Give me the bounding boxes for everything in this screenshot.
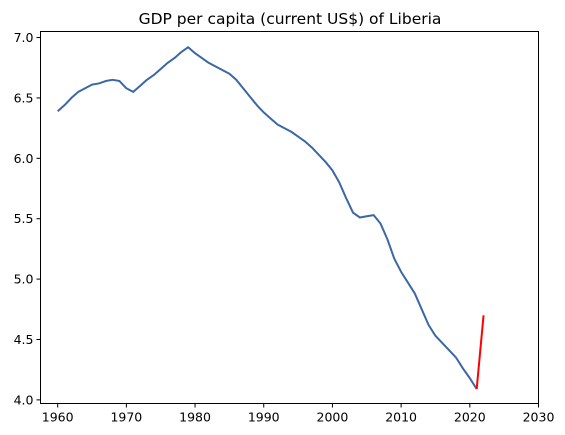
x-tick-label: 2020: [454, 410, 486, 425]
series-line-latest: [475, 315, 485, 390]
y-tick-label: 6.0: [14, 151, 34, 166]
y-tick-label: 5.5: [14, 211, 34, 226]
x-tick-label: 1980: [179, 410, 211, 425]
x-tick-label: 1960: [42, 410, 74, 425]
x-tick-label: 1990: [248, 410, 280, 425]
series-line-historical: [57, 46, 478, 390]
chart-title: GDP per capita (current US$) of Liberia: [139, 10, 442, 28]
x-tick-label: 2010: [385, 410, 417, 425]
y-tick-label: 4.0: [14, 392, 34, 407]
y-axis: 4.0 4.5 5.0 5.5 6.0 6.5 7.0: [14, 30, 41, 407]
y-tick-label: 4.5: [14, 332, 34, 347]
x-tick-label: 2030: [523, 410, 555, 425]
x-axis: 1960 1970 1980 1990 2000 2010 2020 2030: [42, 403, 555, 425]
y-tick-label: 6.5: [14, 90, 34, 105]
y-tick-label: 5.0: [14, 272, 34, 287]
x-tick-label: 1970: [110, 410, 142, 425]
x-tick-label: 2000: [317, 410, 349, 425]
y-tick-label: 7.0: [14, 30, 34, 45]
plot-area-frame: [40, 31, 539, 404]
series-group: [57, 46, 485, 390]
